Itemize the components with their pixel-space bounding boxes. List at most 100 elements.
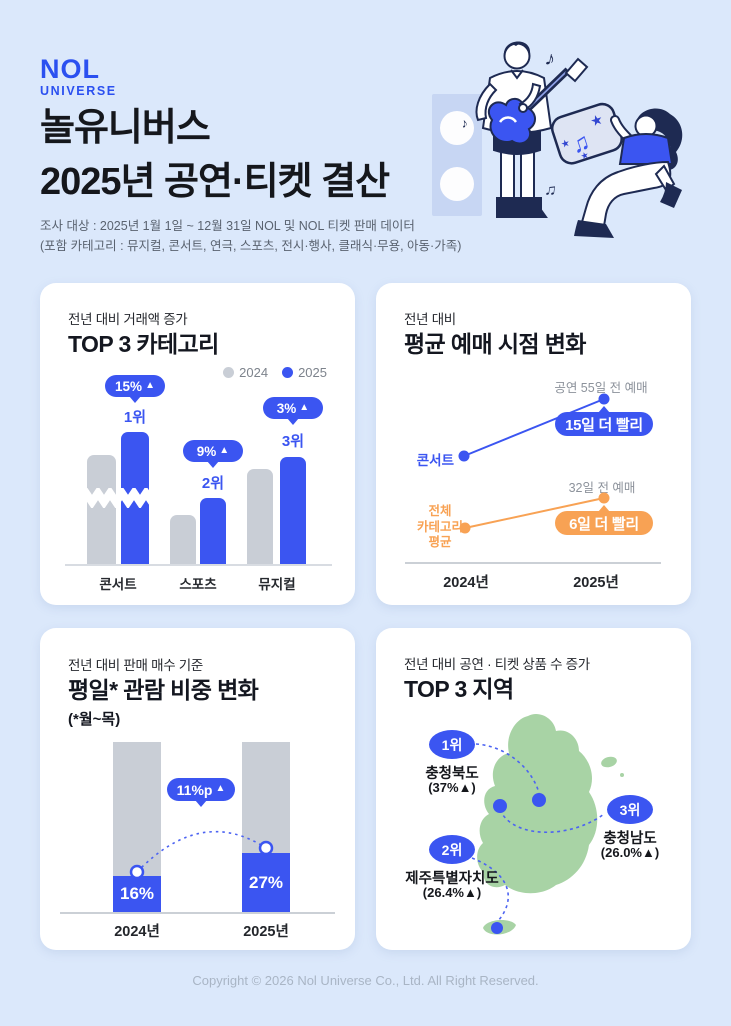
average-label-line3: 평균 [428, 535, 452, 549]
card-note: (*월~목) [68, 711, 121, 728]
arc-point-2025 [258, 840, 274, 856]
card-top-regions: 전년 대비 공연 · 티켓 상품 수 증가 TOP 3 지역 1위 충청북도 (… [376, 628, 691, 950]
share-value-2025: 27% [248, 872, 284, 892]
music-note-icon: ♪ [460, 115, 469, 131]
card-subtitle: 전년 대비 [404, 312, 456, 327]
legend-label: 2024 [239, 365, 269, 380]
card-title: 평일* 관람 비중 변화 [68, 677, 259, 703]
region-value-3: (26.0%▲) [600, 845, 660, 860]
x-tick-2025: 2025년 [243, 924, 289, 940]
bar-concert-2024 [87, 455, 116, 564]
x-tick-2024: 2024년 [114, 924, 160, 940]
jeju-point [491, 922, 503, 934]
page-title: 놀유니버스 2025년 공연·티켓 결산 [40, 101, 390, 209]
up-arrow-icon: ▲ [299, 401, 310, 413]
bar-musical-2025 [280, 457, 306, 564]
card-subtitle: 전년 대비 공연 · 티켓 상품 수 증가 [404, 657, 590, 672]
legend-item-2025: 2025 [282, 365, 327, 380]
page-title-line1: 놀유니버스 [40, 107, 211, 149]
card-subtitle: 전년 대비 판매 매수 기준 [68, 658, 204, 673]
survey-scope: 조사 대상 : 2025년 1월 1일 ~ 12월 31일 NOL 및 NOL … [40, 219, 415, 233]
concert-annotation: 공연 55일 전 예매 [554, 381, 648, 395]
legend-label: 2025 [298, 365, 327, 380]
bar-musical-2024 [247, 469, 273, 564]
chart-legend: 2024 2025 [223, 365, 327, 380]
x-tick-2025: 2025년 [573, 575, 619, 591]
rank-label-sports: 2위 [201, 475, 225, 492]
x-axis-line [405, 562, 661, 564]
x-axis-line [60, 912, 335, 914]
hero-illustration: ♪ ♪ ♫ ♫ ★ ★ ★ [432, 41, 683, 238]
card-booking-timing: 전년 대비 평균 예매 시점 변화 공연 55일 전 예매 15일 더 빨리 콘… [376, 283, 691, 605]
growth-badge-musical: 3% ▲ [263, 397, 323, 419]
ticket-star-icon: ★ [579, 149, 590, 161]
rank-label-concert: 1위 [123, 409, 147, 426]
speaker-illustration [432, 94, 482, 216]
nol-universe-logo: NOL UNIVERSE [40, 56, 117, 98]
category-label-sports: 스포츠 [179, 577, 217, 592]
average-annotation: 32일 전 예매 [568, 481, 636, 495]
region-name-1: 충청북도 [425, 766, 479, 782]
bar-sports-2024 [170, 515, 196, 564]
growth-value: 9% [196, 443, 217, 459]
legend-dot-2025 [282, 367, 294, 378]
page-title-line2: 2025년 공연·티켓 결산 [40, 161, 390, 203]
card-weekday-share: 전년 대비 판매 매수 기준 평일* 관람 비중 변화 (*월~목) 16% 2… [40, 628, 355, 950]
rank-pill-1: 1위 [429, 730, 475, 759]
average-point-2025 [598, 492, 610, 504]
dancer-illustration [574, 108, 683, 238]
card-category-growth: 전년 대비 거래액 증가 TOP 3 카테고리 2024 2025 15% ▲ [40, 283, 355, 605]
average-label-line2: 카테고리 [416, 519, 463, 534]
legend-dot-2024 [223, 367, 235, 378]
concert-series-label: 콘서트 [416, 453, 454, 468]
ulleungdo-island [601, 756, 617, 768]
region-value-2: (26.4%▲) [422, 885, 482, 900]
copyright-text: Copyright © 2026 Nol Universe Co., Ltd. … [192, 973, 539, 988]
weekday-share-2025: 27% [242, 853, 290, 912]
growth-badge-concert: 15% ▲ [105, 375, 165, 397]
average-change-badge: 6일 더 빨리 [555, 511, 653, 535]
growth-value: 3% [276, 400, 297, 416]
card-title: TOP 3 카테고리 [68, 331, 219, 357]
logo-nol-text: NOL [40, 54, 100, 84]
card-title: 평균 예매 시점 변화 [404, 331, 586, 357]
chungnam-point [493, 799, 507, 813]
category-label-musical: 뮤지컬 [258, 577, 296, 592]
ticket-star-icon: ★ [560, 138, 572, 151]
category-label-concert: 콘서트 [99, 577, 137, 592]
chungbuk-point [532, 793, 546, 807]
rank-label-musical: 3위 [281, 433, 305, 450]
concert-point-2025 [598, 393, 610, 405]
growth-badge-sports: 9% ▲ [183, 440, 243, 462]
korea-map [471, 713, 624, 935]
survey-categories: (포함 카테고리 : 뮤지컬, 콘서트, 연극, 스포츠, 전시·행사, 클래식… [40, 239, 462, 253]
region-name-2: 제주특별자치도 [405, 871, 499, 887]
share-value-2024: 16% [119, 884, 155, 903]
stacked-bar-2024: 16% [113, 742, 161, 912]
rank-pill-3: 3위 [607, 795, 653, 824]
logo-universe-text: UNIVERSE [40, 84, 117, 98]
average-point-2024 [459, 522, 471, 534]
x-axis-line [65, 564, 332, 566]
average-series-label: 전체 카테고리 평균 [400, 504, 480, 551]
ticket-star-icon: ★ [588, 111, 605, 130]
survey-description: 조사 대상 : 2025년 1월 1일 ~ 12월 31일 NOL 및 NOL … [40, 216, 461, 256]
average-label-line1: 전체 [428, 504, 452, 518]
change-badge: 11%p ▲ [167, 778, 235, 801]
legend-item-2024: 2024 [223, 365, 268, 380]
stacked-bar-2025: 27% [242, 742, 290, 912]
axis-break-zigzag [82, 488, 158, 508]
growth-value: 15% [115, 378, 143, 394]
region-name-3: 충청남도 [603, 831, 657, 847]
music-notes-icon: ♫ [543, 181, 557, 200]
line-chart [458, 393, 610, 534]
music-note-icon: ♪ [543, 47, 557, 71]
up-arrow-icon: ▲ [145, 379, 155, 391]
change-value: 11%p [176, 781, 213, 798]
region-value-1: (37%▲) [428, 780, 476, 795]
concert-point-2024 [458, 450, 470, 462]
ticket-illustration: ♫ ★ ★ ★ [550, 102, 623, 165]
dokdo-island [620, 773, 624, 777]
arc-point-2024 [129, 864, 145, 880]
